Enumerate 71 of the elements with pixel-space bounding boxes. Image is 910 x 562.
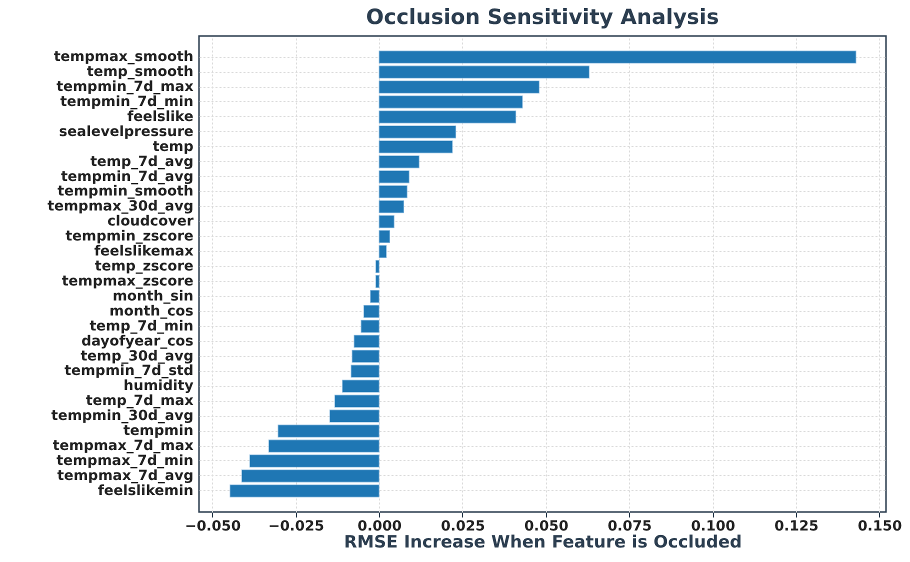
y-tick-label: feelslike bbox=[127, 108, 194, 125]
bar bbox=[378, 50, 856, 64]
y-tick-label: tempmin_7d_min bbox=[60, 94, 194, 110]
x-tick-label: −0.050 bbox=[184, 518, 242, 534]
y-tick-label: temp_smooth bbox=[86, 64, 194, 80]
y-tick-label: temp bbox=[152, 138, 194, 155]
y-tick-label: humidity bbox=[124, 378, 194, 394]
bar bbox=[378, 200, 404, 214]
y-tick-label: temp_7d_max bbox=[86, 393, 194, 410]
bar bbox=[375, 275, 380, 288]
bar bbox=[241, 470, 380, 482]
bar bbox=[370, 290, 380, 303]
y-tick-label: tempmax_zscore bbox=[62, 273, 194, 290]
x-axis-title: RMSE Increase When Feature is Occluded bbox=[344, 532, 742, 552]
x-tick-label: 0.025 bbox=[440, 518, 486, 534]
y-tick-label: tempmin bbox=[123, 423, 194, 440]
y-tick-label: tempmin_30d_avg bbox=[51, 408, 194, 424]
bar bbox=[378, 66, 590, 78]
bar bbox=[360, 320, 380, 333]
y-tick-label: tempmin_smooth bbox=[58, 184, 194, 200]
y-tick-label: feelslikemax bbox=[94, 244, 194, 260]
y-tick-label: tempmax_smooth bbox=[54, 49, 194, 66]
x-tick-label: 0.000 bbox=[357, 518, 402, 534]
y-tick-label: cloudcover bbox=[107, 214, 194, 230]
x-tick-label: 0.050 bbox=[524, 518, 569, 534]
bar bbox=[378, 110, 516, 124]
y-tick-label: tempmax_7d_avg bbox=[57, 468, 194, 484]
y-tick-label: tempmax_30d_avg bbox=[48, 198, 194, 215]
bar bbox=[378, 140, 453, 154]
y-tick-label: tempmax_7d_min bbox=[56, 452, 194, 469]
chart-title: Occlusion Sensitivity Analysis bbox=[366, 5, 719, 29]
bar bbox=[363, 304, 380, 318]
y-tick-label: tempmin_zscore bbox=[66, 228, 194, 245]
bar bbox=[249, 454, 380, 468]
y-tick-label: temp_30d_avg bbox=[80, 348, 194, 364]
x-tick-label: −0.025 bbox=[268, 518, 324, 534]
y-tick-label: feelslikemin bbox=[98, 482, 194, 499]
bar bbox=[378, 245, 387, 258]
y-tick-label: tempmin_7d_max bbox=[56, 79, 194, 96]
y-tick-label: dayofyear_cos bbox=[81, 333, 194, 350]
bar bbox=[378, 170, 410, 184]
bar bbox=[278, 424, 380, 438]
y-tick-label: tempmin_7d_std bbox=[64, 363, 194, 380]
bar bbox=[378, 155, 420, 168]
bar bbox=[230, 484, 380, 498]
x-tick-label: 0.075 bbox=[608, 518, 652, 534]
y-tick-label: sealevelpressure bbox=[59, 124, 194, 140]
y-tick-label: temp_7d_min bbox=[90, 318, 194, 334]
y-tick-label: temp_7d_avg bbox=[90, 154, 194, 170]
bar bbox=[378, 125, 456, 138]
bar bbox=[342, 380, 380, 393]
bar bbox=[350, 364, 380, 378]
y-tick-label: tempmin_7d_avg bbox=[60, 168, 194, 185]
bar bbox=[378, 185, 408, 198]
y-tick-label: tempmax_7d_max bbox=[52, 438, 194, 454]
x-tick-label: 0.100 bbox=[690, 518, 736, 534]
y-tick-label: month_cos bbox=[109, 303, 194, 320]
bar bbox=[378, 80, 540, 94]
bar bbox=[352, 350, 380, 363]
x-tick-label: 0.150 bbox=[858, 518, 902, 534]
bar bbox=[329, 410, 380, 423]
bar bbox=[378, 230, 390, 244]
bar bbox=[378, 215, 394, 228]
bar bbox=[334, 394, 380, 408]
y-tick-label: month_sin bbox=[112, 288, 194, 304]
bar bbox=[378, 96, 523, 108]
bar bbox=[354, 334, 380, 348]
bar bbox=[375, 260, 380, 273]
y-tick-label: temp_zscore bbox=[94, 258, 194, 275]
x-tick-label: 0.125 bbox=[774, 518, 819, 534]
bar bbox=[268, 440, 380, 452]
